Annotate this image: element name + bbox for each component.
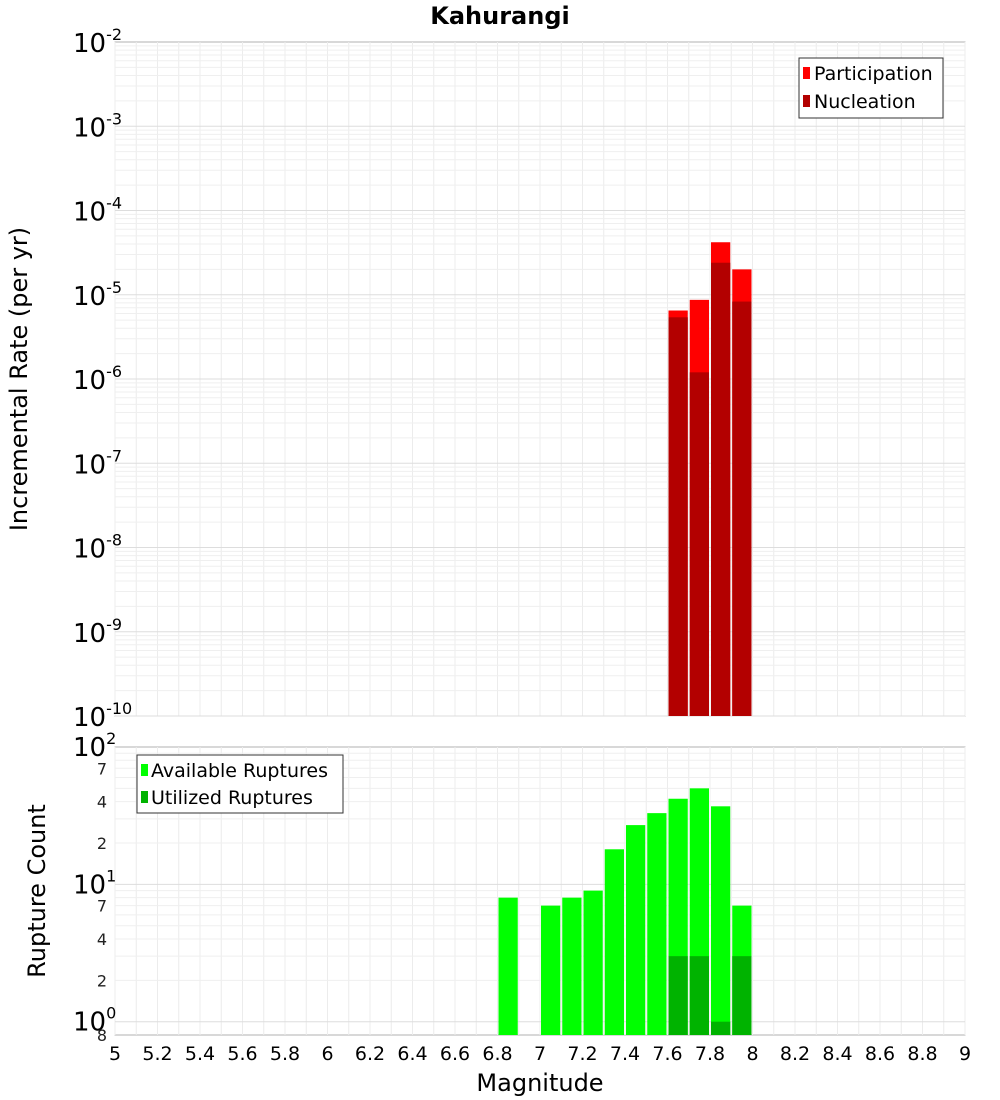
x-tick-label: 5.4: [185, 1043, 215, 1065]
x-tick-label: 6.8: [482, 1043, 512, 1065]
legend-label-available: Available Ruptures: [151, 760, 328, 782]
utilized-ruptures-bar: [711, 1021, 731, 1035]
count-y-minor-tick-label: 4: [97, 793, 107, 812]
available-ruptures-bar: [562, 897, 582, 1035]
count-y-minor-tick-label: 2: [97, 971, 107, 990]
x-tick-label: 7.8: [695, 1043, 725, 1065]
x-tick-label: 8.6: [865, 1043, 895, 1065]
x-tick-label: 6.4: [397, 1043, 427, 1065]
count-y-minor-tick-label: 8: [97, 1026, 107, 1045]
nucleation-bar: [711, 262, 731, 716]
rate-y-tick-label: 10-8: [73, 531, 122, 565]
rate-y-ticks: 10-10 10-9 10-8 10-7 10-6 10-5 10-4 10-3 10-2: [73, 25, 132, 733]
count-y-minor-tick-label: 7: [97, 759, 107, 778]
x-tick-label: 7.2: [567, 1043, 597, 1065]
count-y-minor-tick-label: 2: [97, 834, 107, 853]
count-y-minor-tick-label: 4: [97, 930, 107, 949]
rate-bars: [668, 242, 752, 716]
count-y-axis-label: Rupture Count: [23, 804, 51, 978]
legend-swatch-utilized: [141, 791, 148, 803]
count-legend-box: [136, 754, 344, 814]
rate-legend: Participation Nucleation: [798, 57, 944, 119]
nucleation-bar: [689, 372, 709, 716]
x-tick-label: 5.2: [142, 1043, 172, 1065]
count-panel: 100 101 102 8 2 4 7 2 4 7 5 5.2 5.4 5.6 5.8 6 6.2 6.4 6.6…: [23, 729, 971, 1097]
available-ruptures-bar: [711, 806, 731, 1035]
rate-y-tick-label: 10-2: [73, 25, 122, 59]
count-bars: [498, 788, 752, 1035]
rate-legend-box: [798, 57, 944, 119]
x-tick-label: 7: [534, 1043, 546, 1065]
count-y-tick-label: 100: [73, 1004, 116, 1038]
x-tick-label: 7.6: [652, 1043, 682, 1065]
available-ruptures-bar: [604, 849, 624, 1035]
legend-swatch-participation: [803, 67, 810, 79]
x-tick-label: 6.6: [440, 1043, 470, 1065]
utilized-ruptures-bar: [732, 956, 752, 1035]
available-ruptures-bar: [541, 905, 561, 1035]
rate-y-axis-label: Incremental Rate (per yr): [5, 227, 33, 531]
count-grid: [114, 747, 966, 1035]
available-ruptures-bar: [647, 813, 667, 1035]
count-y-ticks: 100 101 102 8 2 4 7 2 4 7: [73, 729, 116, 1045]
x-ticks: 5 5.2 5.4 5.6 5.8 6 6.2 6.4 6.6 6.8 7 7.2 7.4 7.6 7.8 8…: [109, 1043, 971, 1065]
x-tick-label: 7.4: [610, 1043, 640, 1065]
nucleation-bar: [668, 317, 688, 716]
utilized-ruptures-bar: [689, 956, 709, 1035]
count-y-tick-label: 102: [73, 729, 116, 763]
x-tick-label: 5: [109, 1043, 121, 1065]
rate-y-tick-label: 10-4: [73, 194, 122, 228]
x-tick-label: 8.4: [822, 1043, 852, 1065]
rate-panel: 10-10 10-9 10-8 10-7 10-6 10-5 10-4 10-3 10-2 In…: [5, 25, 966, 733]
nucleation-bar: [732, 301, 752, 716]
x-tick-label: 6.2: [355, 1043, 385, 1065]
utilized-ruptures-bar: [668, 956, 688, 1035]
rate-y-tick-label: 10-3: [73, 109, 122, 143]
x-tick-label: 5.8: [270, 1043, 300, 1065]
x-axis-label: Magnitude: [476, 1069, 603, 1097]
legend-label-participation: Participation: [814, 63, 933, 85]
count-y-tick-label: 101: [73, 866, 116, 900]
rate-y-tick-label: 10-5: [73, 278, 122, 312]
rate-y-tick-label: 10-7: [73, 446, 122, 480]
legend-label-utilized: Utilized Ruptures: [151, 787, 313, 809]
legend-swatch-nucleation: [803, 95, 810, 107]
chart-title: Kahurangi: [430, 2, 570, 30]
x-tick-label: 8.8: [907, 1043, 937, 1065]
available-ruptures-bar: [583, 890, 603, 1035]
count-y-minor-tick-label: 7: [97, 897, 107, 916]
legend-swatch-available: [141, 764, 148, 776]
rate-y-tick-label: 10-6: [73, 362, 122, 396]
x-tick-label: 5.6: [227, 1043, 257, 1065]
rate-y-tick-label: 10-10: [73, 699, 132, 733]
x-tick-label: 8: [746, 1043, 758, 1065]
count-legend: Available Ruptures Utilized Ruptures: [136, 754, 344, 814]
x-tick-label: 9: [959, 1043, 971, 1065]
legend-label-nucleation: Nucleation: [814, 91, 916, 113]
rate-grid: [114, 42, 966, 717]
available-ruptures-bar: [626, 825, 646, 1035]
x-tick-label: 6: [321, 1043, 333, 1065]
x-tick-label: 8.2: [780, 1043, 810, 1065]
rate-y-tick-label: 10-9: [73, 615, 122, 649]
available-ruptures-bar: [498, 897, 518, 1035]
